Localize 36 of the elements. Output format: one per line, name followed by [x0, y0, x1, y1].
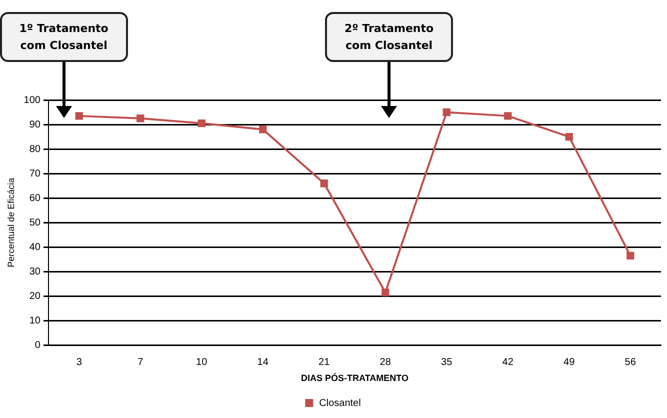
- y-tick-label: 10: [29, 315, 41, 326]
- point: [442, 108, 450, 116]
- point: [565, 132, 573, 141]
- x-tick-label: 3: [76, 356, 82, 368]
- x-tick-label: 21: [318, 356, 330, 368]
- point: [75, 112, 83, 120]
- text: 1º Tratamento com Closantel: [0, 12, 128, 62]
- y-tick-label: 20: [29, 290, 41, 302]
- legend-label: Closantel: [319, 398, 361, 409]
- y-tick-label: 40: [29, 242, 41, 253]
- y-tick-label: 60: [29, 192, 41, 204]
- x-tick-label: 7: [138, 356, 144, 368]
- y-tick-label: 90: [29, 119, 41, 130]
- x-axis-title: DIAS PÓS-TRATAMENTO: [300, 373, 408, 384]
- point: [198, 119, 206, 128]
- x-tick-label: 14: [257, 356, 269, 368]
- point: [504, 112, 512, 120]
- y-axis-title: Percentual de Eficácia: [6, 178, 16, 268]
- y-tick-label: 50: [29, 217, 41, 228]
- y-tick-label: 0: [34, 340, 41, 351]
- x-tick-label: 28: [380, 356, 392, 368]
- y-tick-label: 100: [24, 94, 41, 106]
- y-tick-label: 70: [29, 168, 41, 180]
- point: [259, 126, 267, 134]
- x-tick-label: 56: [624, 356, 636, 368]
- x-tick-label: 35: [441, 356, 453, 368]
- point: [320, 180, 328, 188]
- x-tick-label: 10: [196, 356, 208, 368]
- y-tick-label: 30: [29, 266, 41, 278]
- text: 2º Tratamento com Closantel: [325, 12, 454, 62]
- point: [626, 252, 634, 260]
- x-tick-label: 49: [564, 356, 576, 368]
- y-tick-label: 80: [29, 144, 41, 155]
- point: [382, 288, 390, 296]
- x-tick-label: 42: [502, 356, 514, 368]
- point: [136, 114, 144, 122]
